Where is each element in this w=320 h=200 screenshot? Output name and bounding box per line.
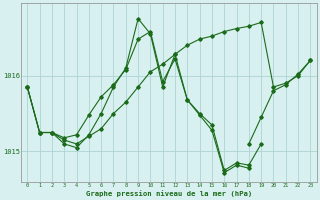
X-axis label: Graphe pression niveau de la mer (hPa): Graphe pression niveau de la mer (hPa) [86,190,252,197]
